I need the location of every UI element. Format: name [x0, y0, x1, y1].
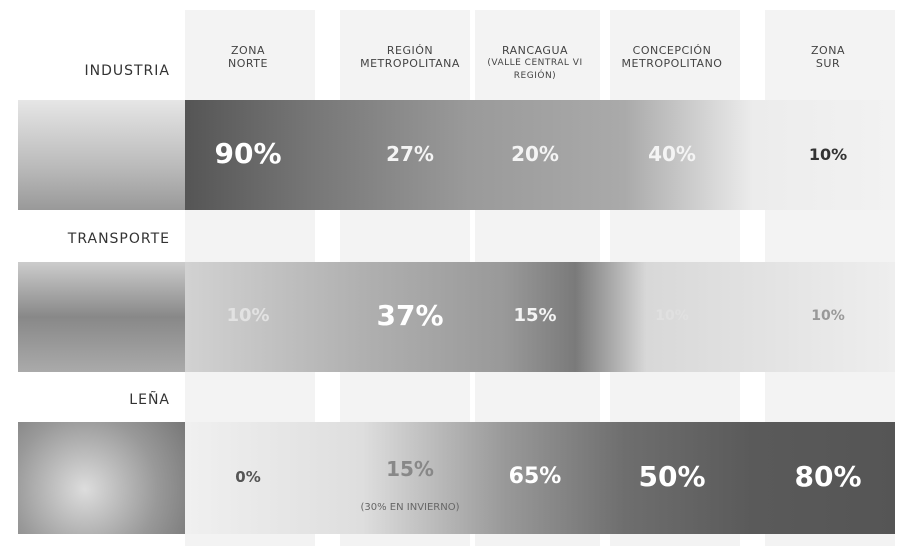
percentage: 37% — [376, 298, 444, 332]
column-header: ZONA SUR — [758, 44, 898, 70]
note: (30% EN INVIERNO) — [360, 502, 460, 513]
row-band — [185, 262, 895, 372]
percentage: 10% — [655, 307, 689, 324]
percentage: 27% — [386, 142, 434, 166]
photo — [18, 100, 185, 210]
percentage: 90% — [214, 136, 282, 170]
row-label: INDUSTRIA — [84, 63, 170, 79]
header-line: (VALLE CENTRAL VI REGIÓN) — [487, 58, 583, 81]
percentage: 10% — [226, 305, 270, 327]
row-label: LEÑA — [129, 392, 170, 408]
percentage: 40% — [648, 142, 696, 166]
percentage: 10% — [811, 307, 845, 324]
header-line: CONCEPCIÓN — [632, 44, 712, 57]
percentage: 65% — [508, 463, 562, 489]
percentage: 20% — [511, 142, 559, 166]
percentage: 50% — [638, 459, 706, 493]
row-band — [185, 100, 895, 210]
header-line: METROPOLITANO — [621, 57, 723, 70]
photo — [18, 262, 185, 372]
column-header: ZONA NORTE — [178, 44, 318, 70]
column-header: REGIÓN METROPOLITANA — [340, 44, 480, 70]
header-line: SUR — [815, 57, 841, 70]
photo — [18, 422, 185, 534]
percentage: 10% — [808, 144, 848, 164]
percentage: 15% — [386, 457, 434, 481]
column-header: CONCEPCIÓN METROPOLITANO — [602, 44, 742, 70]
header-line: ZONA — [231, 44, 265, 57]
header-line: ZONA — [811, 44, 845, 57]
header-line: RANCAGUA — [501, 44, 569, 57]
percentage: 0% — [235, 468, 261, 487]
row-label: TRANSPORTE — [67, 231, 170, 247]
percentage: 80% — [794, 459, 862, 493]
column-header: RANCAGUA (VALLE CENTRAL VI REGIÓN) — [465, 44, 605, 83]
header-line: REGIÓN — [386, 44, 434, 57]
row-band — [185, 422, 895, 534]
percentage: 15% — [513, 305, 557, 327]
header-line: NORTE — [228, 57, 268, 70]
header-line: METROPOLITANA — [360, 57, 460, 70]
